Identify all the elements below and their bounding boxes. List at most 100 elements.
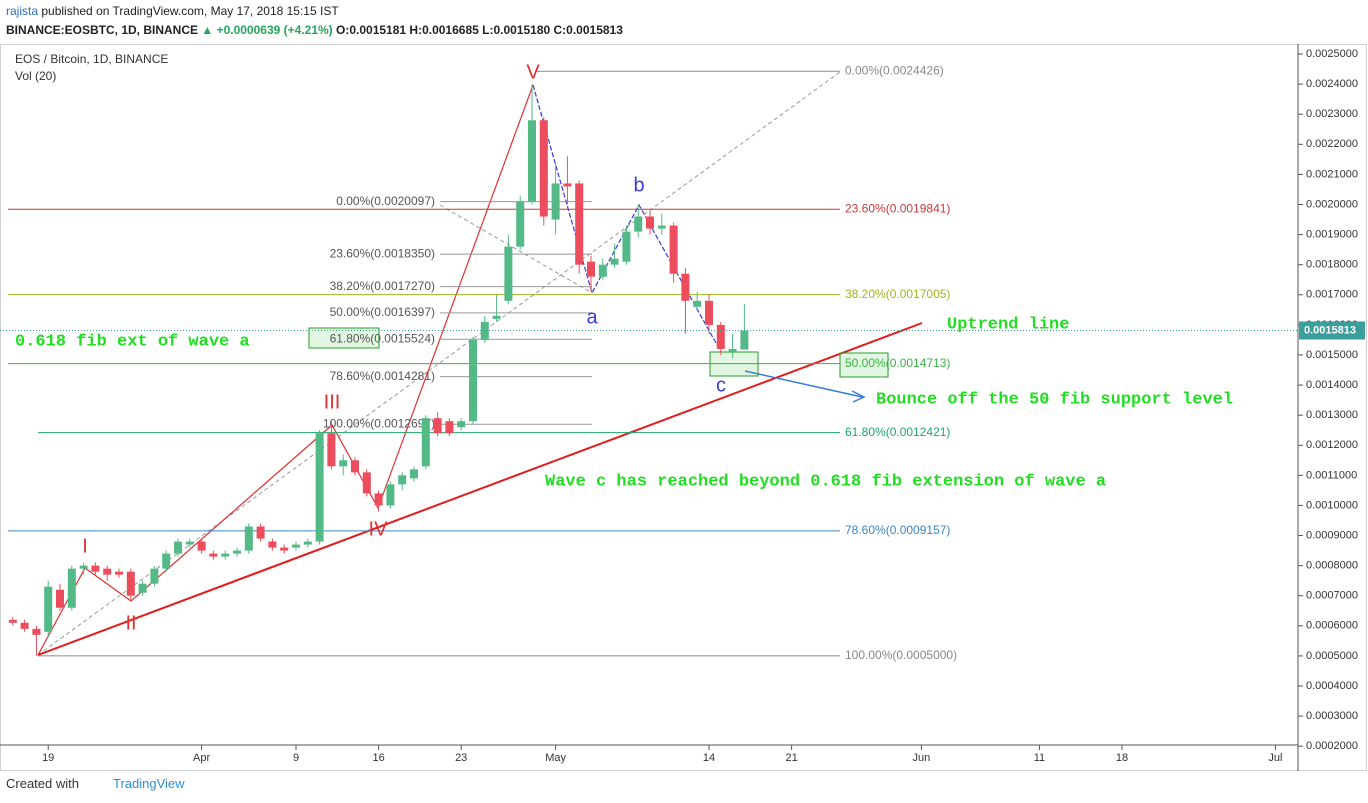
candle-body — [44, 586, 53, 632]
y-tick-label: 0.0002000 — [1306, 740, 1358, 752]
candle-body — [268, 541, 277, 548]
ohlc: O:0.0015181 H:0.0016685 L:0.0015180 C:0.… — [336, 23, 623, 37]
fib-label: 23.60%(0.0019841) — [845, 201, 950, 215]
candle-body — [421, 418, 430, 467]
candle-body — [339, 460, 348, 467]
y-tick-label: 0.0023000 — [1306, 108, 1358, 120]
wave-label: a — [586, 306, 598, 328]
candle-body — [197, 541, 206, 551]
arrow — [744, 370, 863, 398]
candle-body — [516, 201, 525, 247]
fib-diagonal — [439, 204, 593, 294]
y-tick-label: 0.0015000 — [1306, 349, 1358, 361]
candle-body — [693, 300, 702, 307]
wave-label: c — [716, 374, 726, 396]
candle-body — [244, 526, 253, 551]
x-tick-label: May — [545, 752, 566, 764]
wave-label: IV — [369, 518, 389, 540]
y-tick-label: 0.0011000 — [1306, 469, 1357, 481]
y-tick-label: 0.0010000 — [1306, 499, 1358, 511]
y-tick-label: 0.0018000 — [1306, 259, 1358, 271]
candle-body — [563, 183, 572, 187]
abc-lines — [532, 84, 722, 353]
highlight-box — [308, 327, 380, 349]
wave-label: II — [125, 612, 136, 634]
candle-body — [185, 541, 194, 545]
wave-label: V — [526, 61, 540, 83]
candle-body — [504, 246, 513, 301]
fib-label: 0.00%(0.0024426) — [845, 63, 944, 77]
candle-body — [433, 418, 442, 434]
y-tick-label: 0.0008000 — [1306, 560, 1358, 572]
candle-body — [32, 628, 41, 635]
y-tick-label: 0.0003000 — [1306, 710, 1358, 722]
candle-body — [292, 544, 300, 548]
candle-body — [587, 261, 595, 277]
y-tick-label: 0.0006000 — [1306, 620, 1358, 632]
created: Created with — [6, 776, 79, 791]
candle-body — [233, 550, 241, 554]
candle-body — [398, 475, 407, 485]
y-tick-label: 0.0005000 — [1306, 650, 1358, 662]
x-tick-label: 11 — [1034, 752, 1045, 764]
candle-body — [315, 433, 324, 542]
candle-body — [327, 433, 336, 467]
highlight-box — [839, 352, 889, 378]
candle-body — [480, 321, 489, 340]
symbol: BINANCE:EOSBTC, 1D, BINANCE — [6, 23, 199, 37]
candle-body — [303, 541, 312, 545]
x-tick-label: 16 — [372, 752, 384, 764]
y-tick-label: 0.0019000 — [1306, 229, 1358, 241]
fib-label: 78.60%(0.0009157) — [845, 523, 950, 537]
fib-label: 61.80%(0.0015524) — [330, 331, 435, 345]
candle-body — [669, 225, 678, 274]
wave-lines — [37, 84, 534, 656]
candle-body — [150, 568, 159, 584]
fib-label: 23.60%(0.0018350) — [330, 246, 435, 260]
candle-body — [622, 231, 631, 262]
candle-body — [575, 183, 584, 265]
fib-label: 50.00%(0.0014713) — [845, 356, 950, 370]
wave-label: III — [324, 391, 341, 413]
x-tick-label: 14 — [703, 752, 715, 764]
fib-label: 38.20%(0.0017005) — [845, 287, 950, 301]
candle-body — [138, 583, 147, 593]
candle-body — [469, 339, 477, 422]
y-tick-label: 0.0017000 — [1306, 289, 1358, 301]
header: rajista published on TradingView.com, Ma… — [6, 2, 623, 40]
fib-label: 50.00%(0.0016397) — [330, 305, 435, 319]
candle-body — [610, 258, 619, 265]
candle-body — [67, 568, 76, 608]
wave-label: I — [82, 535, 88, 557]
fib-label: 38.20%(0.0017270) — [330, 279, 435, 293]
candle-body — [492, 315, 501, 319]
candle-body — [386, 484, 395, 506]
last-price-box — [1299, 321, 1365, 340]
candle-body — [457, 421, 466, 428]
candle-body — [209, 553, 218, 557]
candle-body — [79, 565, 88, 569]
candle-body — [598, 264, 607, 277]
candle-body — [681, 273, 690, 301]
candle-body — [256, 526, 265, 539]
x-tick-label: 9 — [293, 752, 299, 764]
fib-label: 61.80%(0.0012421) — [845, 425, 950, 439]
vol-label: Vol (20) — [15, 69, 56, 83]
candle-body — [56, 589, 64, 608]
annotation: 0.618 fib ext of wave a — [15, 332, 250, 351]
candle-body — [740, 330, 749, 350]
candle-body — [351, 460, 359, 473]
x-tick-label: 23 — [455, 752, 467, 764]
y-tick-label: 0.0004000 — [1306, 680, 1358, 692]
candle-body — [528, 120, 536, 202]
x-tick-label: 19 — [42, 752, 54, 764]
drawings: 0.00%(0.0024426) 23.60%(0.0019841) 38.20%(… — [8, 63, 957, 662]
candle-body — [20, 622, 29, 629]
x-tick-label: Jul — [1268, 752, 1282, 764]
annotation: Uptrend line — [947, 315, 1069, 334]
brand[interactable]: TradingView — [112, 776, 185, 791]
candle-body — [539, 120, 548, 217]
user[interactable]: rajista — [6, 4, 39, 18]
arrow-head — [851, 390, 866, 403]
